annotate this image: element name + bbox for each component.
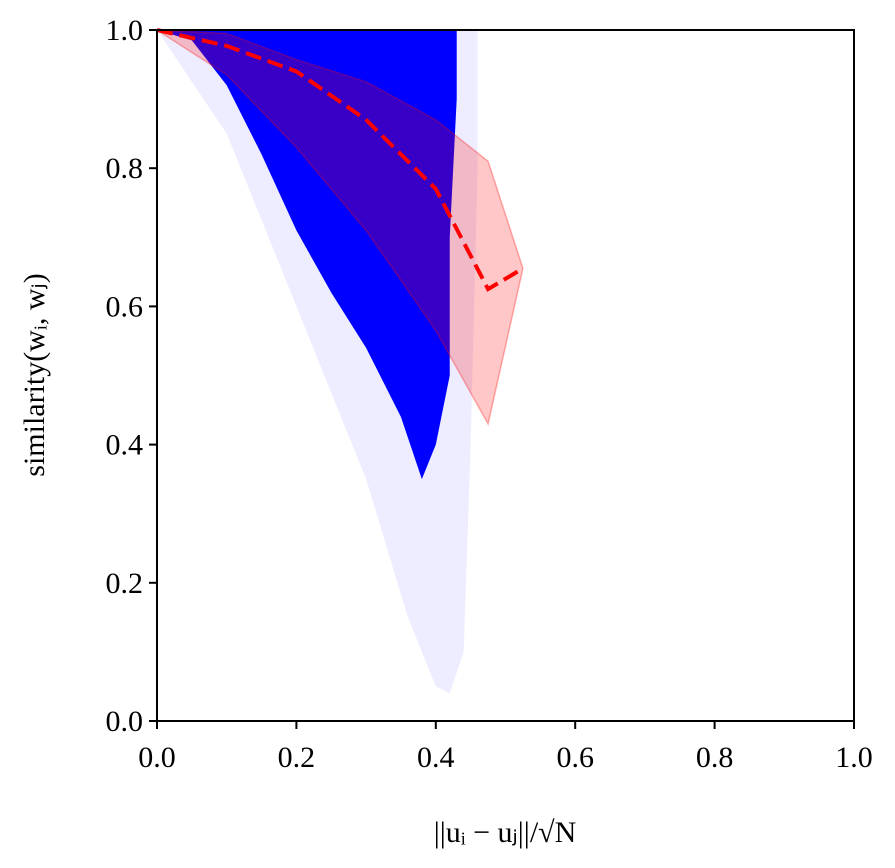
y-tick-label: 0.6	[106, 290, 144, 323]
plot-frame	[156, 29, 855, 722]
x-tick-label: 0.0	[138, 741, 176, 774]
y-tick-label: 1.0	[106, 14, 144, 47]
point-cloud	[157, 30, 457, 480]
y-tick-label: 0.4	[106, 429, 144, 462]
x-tick-label: 0.2	[278, 741, 316, 774]
x-tick-label: 0.8	[696, 741, 734, 774]
y-axis-label: similarity(wᵢ, wⱼ)	[18, 273, 51, 476]
y-tick-label: 0.8	[106, 152, 144, 185]
y-tick-label: 0.2	[106, 567, 144, 600]
x-tick-label: 0.6	[556, 741, 594, 774]
x-axis-label: ||uᵢ − uⱼ||/√N	[434, 816, 577, 849]
mean-line	[156, 28, 524, 292]
confidence-band	[154, 29, 524, 426]
y-tick-label: 0.0	[106, 705, 144, 738]
x-tick-label: 0.4	[417, 741, 455, 774]
x-tick-label: 1.0	[835, 741, 873, 774]
